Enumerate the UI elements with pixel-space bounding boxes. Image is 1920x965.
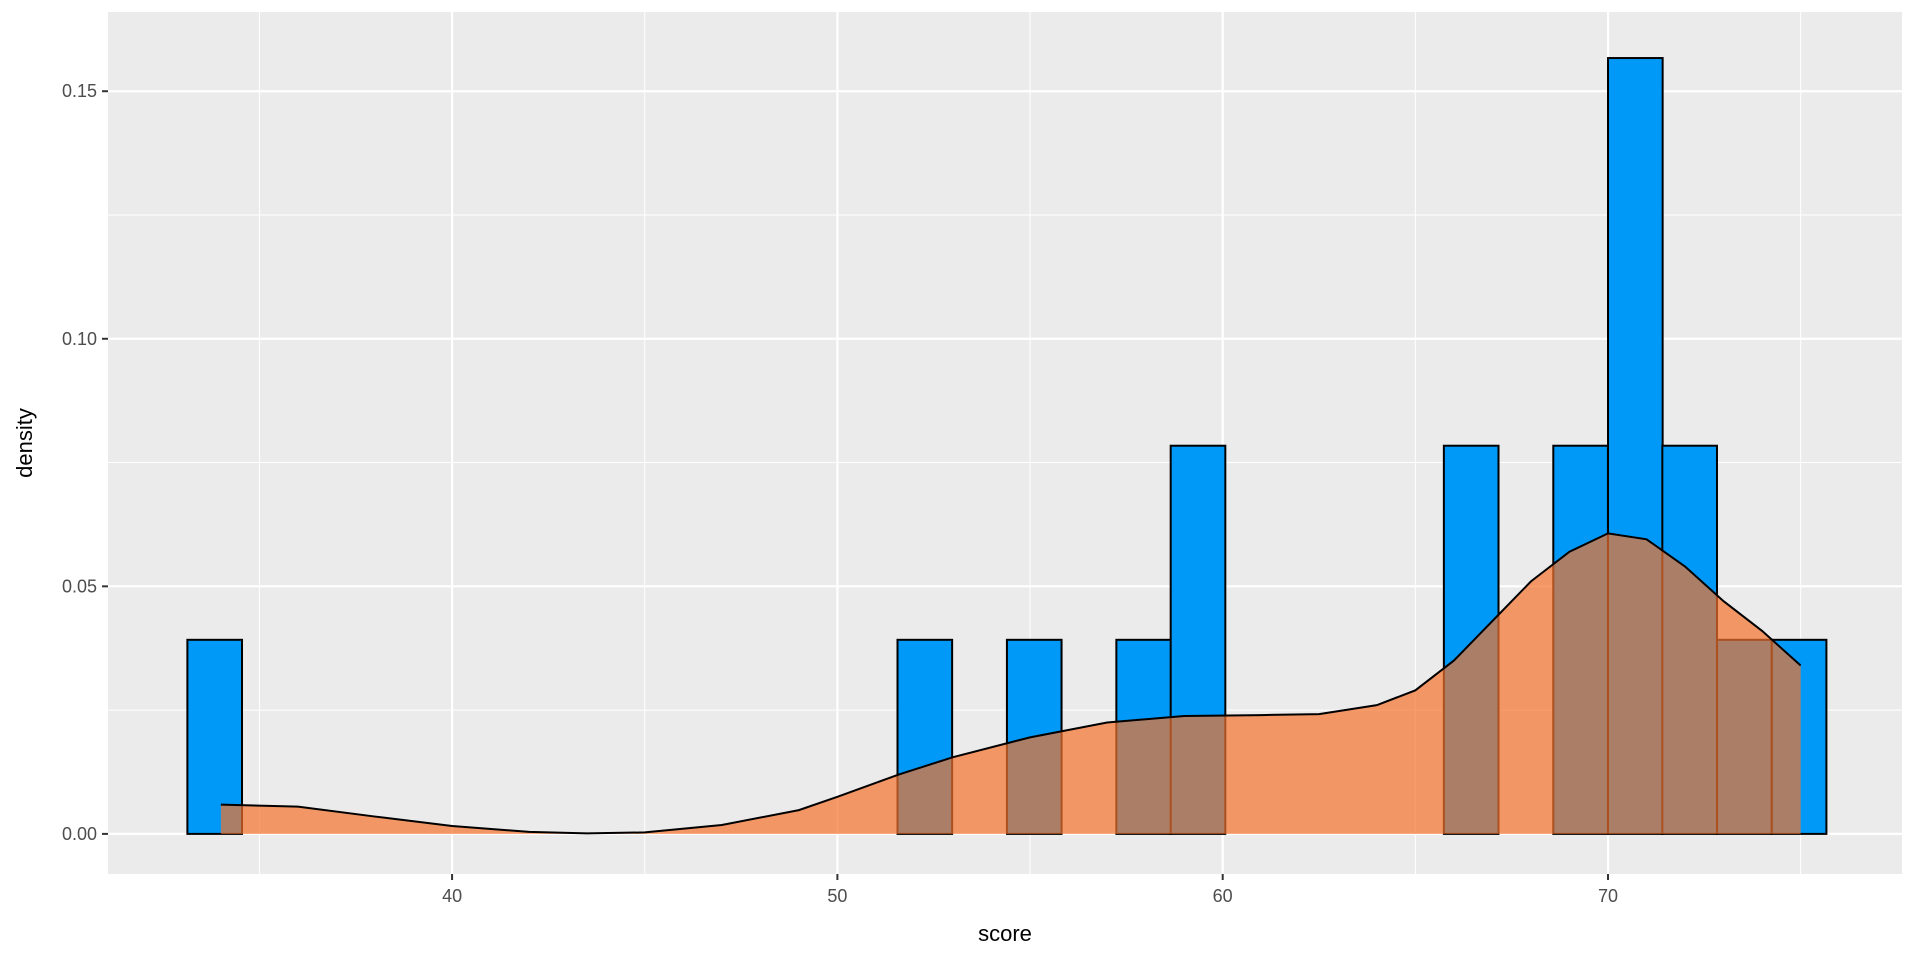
x-tick-label: 60 (1213, 886, 1233, 906)
y-axis-label: density (12, 408, 37, 478)
y-tick-label: 0.15 (62, 81, 97, 101)
density-area (220, 533, 1801, 834)
y-tick-label: 0.00 (62, 824, 97, 844)
density-curve-line (220, 532, 1802, 835)
axes: 40 50 60 70 0.00 0.05 0.10 0.15 (62, 81, 1618, 906)
x-tick-label: 50 (827, 886, 847, 906)
y-tick-label: 0.10 (62, 329, 97, 349)
x-axis-label: score (978, 921, 1032, 946)
density-layer (220, 532, 1802, 835)
x-tick-label: 40 (442, 886, 462, 906)
y-tick-label: 0.05 (62, 576, 97, 596)
x-tick-label: 70 (1598, 886, 1618, 906)
histogram-bar (186, 638, 244, 835)
